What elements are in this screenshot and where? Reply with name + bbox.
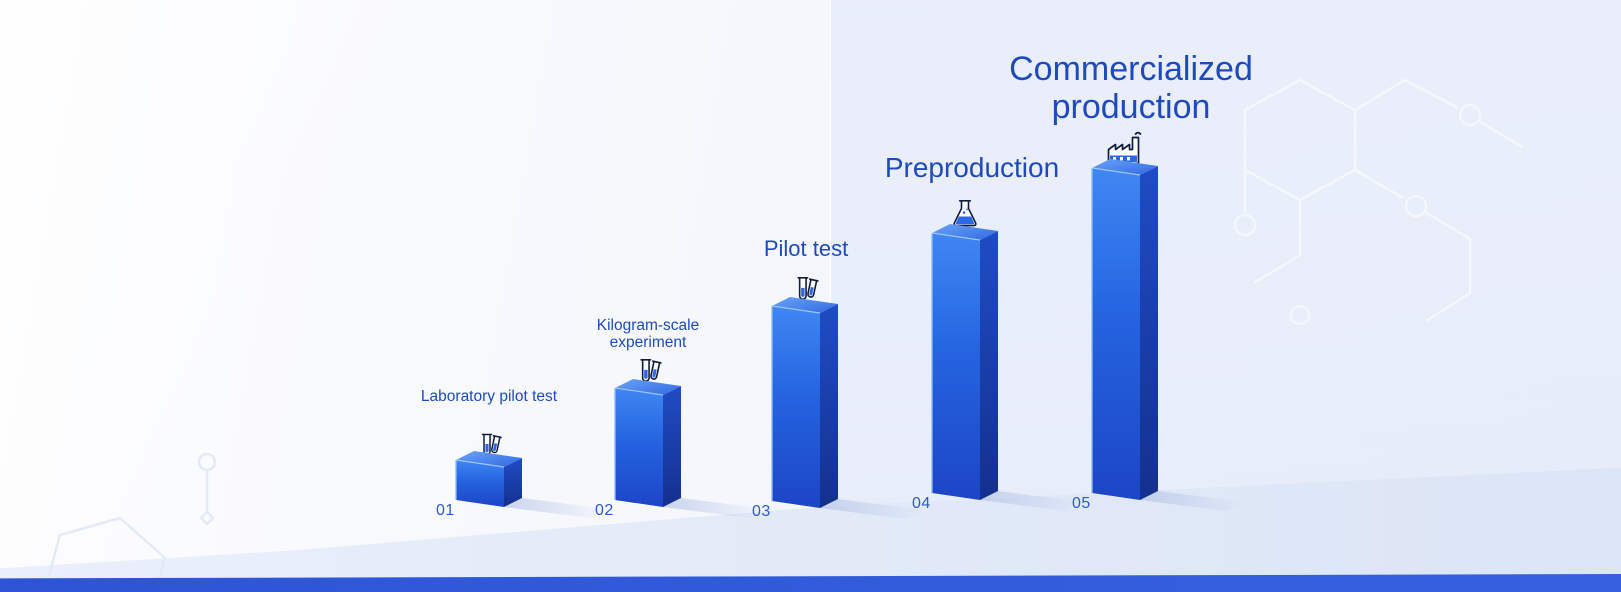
test-tubes-icon	[797, 277, 819, 300]
background-light-beam	[0, 0, 730, 592]
stage-1-number: 01	[436, 502, 455, 519]
stage-1-bar	[455, 451, 608, 518]
stage-2-label: Kilogram-scale experiment	[596, 317, 700, 352]
bottom-accent-strip	[0, 574, 1621, 592]
stage-2-number: 02	[595, 502, 614, 519]
test-tubes-icon	[481, 433, 502, 456]
stage-1-label: Laboratory pilot test	[420, 388, 558, 405]
stage-2-bar	[614, 379, 767, 518]
test-tubes-icon	[640, 359, 662, 382]
